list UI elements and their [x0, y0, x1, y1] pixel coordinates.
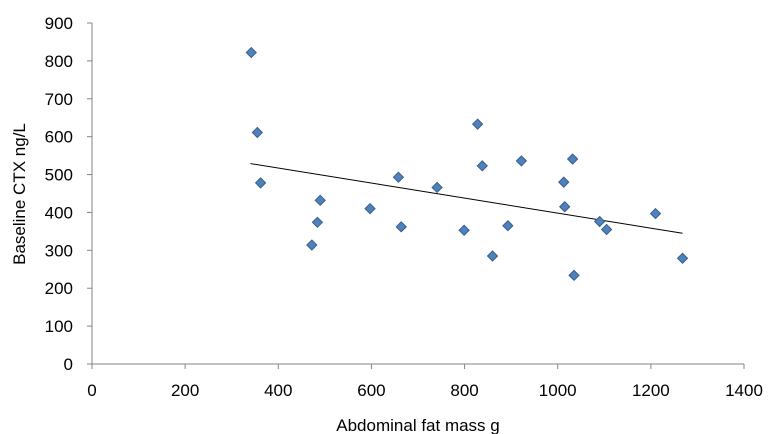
data-point-marker	[431, 181, 443, 194]
data-point-marker	[245, 46, 257, 59]
y-tick-label: 500	[45, 166, 73, 185]
y-tick-label: 400	[45, 203, 73, 222]
linear-trendline	[250, 163, 683, 234]
data-point-marker	[593, 215, 606, 228]
data-point-marker	[395, 221, 407, 233]
trendline-group	[250, 163, 683, 234]
data-point-marker	[311, 216, 324, 229]
data-point-marker	[649, 207, 662, 220]
y-tick-label: 700	[45, 90, 73, 109]
x-tick-label: 0	[87, 381, 96, 400]
data-point-marker	[515, 155, 528, 167]
y-tick-label: 800	[45, 52, 73, 71]
data-point-marker	[558, 176, 570, 188]
x-tick-label: 600	[357, 381, 385, 400]
x-tick-label: 400	[264, 381, 292, 400]
y-tick-label: 100	[45, 317, 73, 336]
data-point-marker	[600, 223, 613, 236]
data-point-marker	[458, 224, 470, 236]
y-tick-label: 300	[45, 241, 73, 260]
data-point-marker	[486, 250, 499, 262]
data-point-marker	[568, 269, 580, 282]
x-axis: 0 200 400 600 800 1000 1200 1400	[87, 363, 763, 400]
y-axis-title: Baseline CTX ng/L	[10, 123, 29, 265]
x-tick-label: 1400	[725, 381, 763, 400]
y-tick-label: 600	[45, 128, 73, 147]
data-point-marker	[502, 219, 514, 232]
y-tick-label: 200	[45, 279, 73, 298]
y-tick-label: 0	[64, 355, 73, 374]
data-point-marker	[364, 202, 376, 215]
data-point-marker	[306, 239, 318, 251]
x-tick-label: 200	[171, 381, 199, 400]
data-point-marker	[251, 126, 264, 139]
x-axis-title: Abdominal fat mass g	[336, 416, 499, 434]
x-tick-label: 800	[450, 381, 478, 400]
data-point-marker	[254, 177, 267, 189]
x-tick-label: 1200	[632, 381, 670, 400]
data-point-marker	[566, 153, 579, 165]
data-points	[245, 46, 689, 282]
data-point-marker	[558, 201, 571, 213]
y-tick-label: 900	[45, 14, 73, 33]
data-point-marker	[392, 171, 405, 183]
x-tick-label: 1000	[539, 381, 577, 400]
data-point-marker	[471, 118, 484, 130]
data-point-marker	[676, 252, 689, 264]
data-point-marker	[476, 160, 488, 172]
data-point-marker	[314, 194, 326, 207]
y-axis: 0 100 200 300 400 500 600 700 800 900	[45, 14, 93, 374]
